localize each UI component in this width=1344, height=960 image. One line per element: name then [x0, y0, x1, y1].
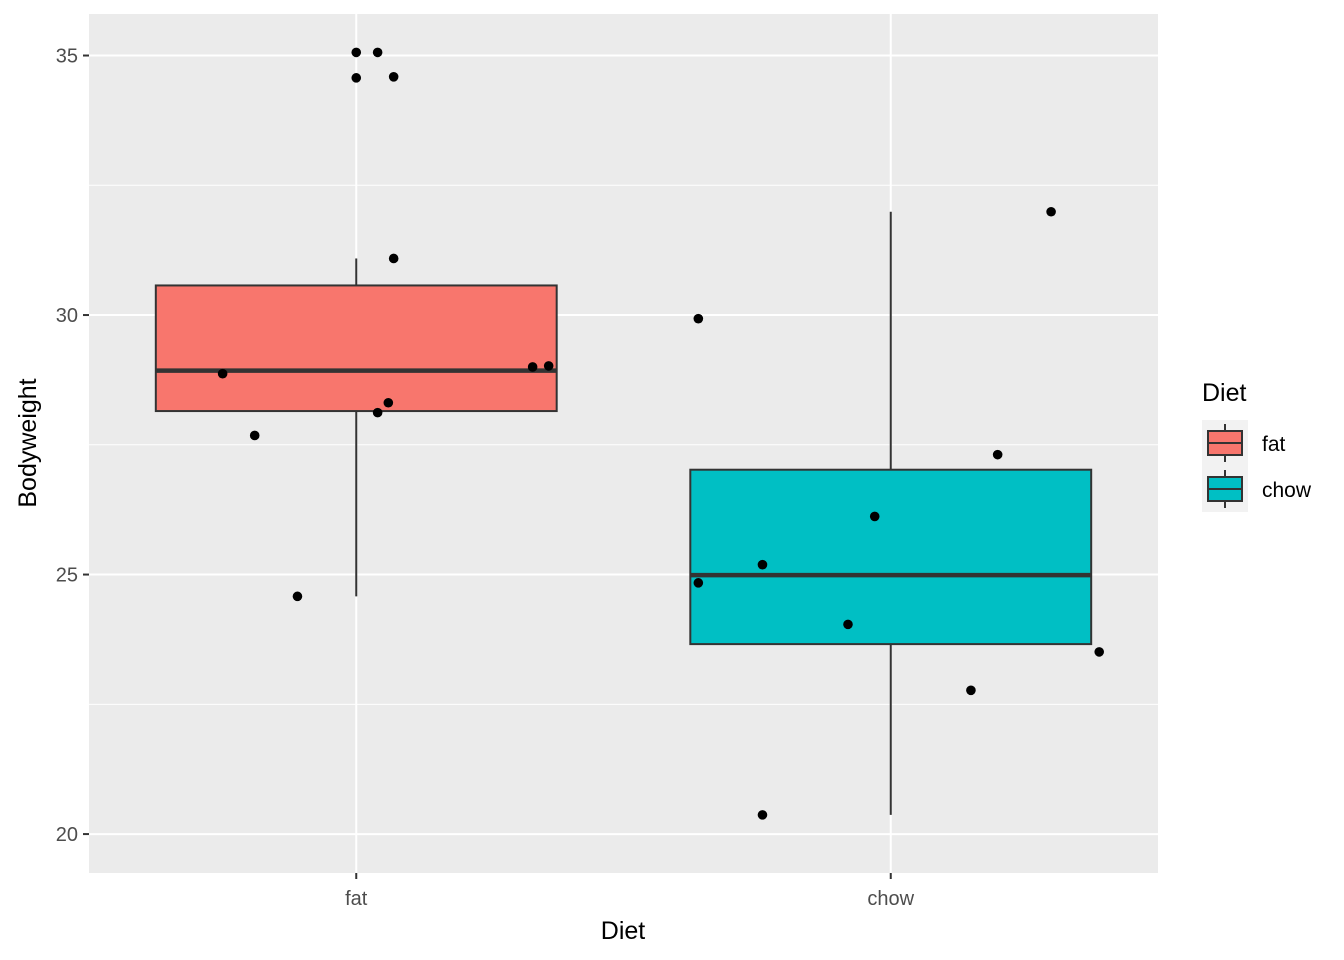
data-point [372, 407, 383, 418]
y-tick-label: 35 [56, 46, 78, 68]
data-point [249, 430, 260, 441]
data-point [1094, 647, 1105, 657]
y-tick-label: 30 [56, 305, 78, 327]
box-fat [154, 284, 558, 413]
data-point [693, 578, 704, 588]
data-point [543, 361, 554, 371]
data-point [383, 397, 394, 408]
data-point [992, 449, 1003, 460]
y-axis-title: Bodyweight [14, 378, 42, 507]
data-point [869, 511, 880, 522]
y-tick-label: 20 [56, 824, 78, 846]
data-point [217, 368, 228, 379]
y-tick-label: 25 [56, 565, 78, 587]
points [217, 47, 1105, 820]
data-point [351, 73, 362, 83]
box-chow [689, 468, 1093, 646]
panel-background [89, 14, 1158, 873]
legend-title: Diet [1202, 379, 1247, 407]
data-point [372, 47, 383, 58]
x-tick-label: chow [867, 888, 914, 910]
data-point [693, 313, 704, 324]
boxes [154, 211, 1093, 815]
data-point [527, 362, 538, 372]
data-point [1046, 206, 1056, 217]
legend-label: chow [1262, 479, 1312, 502]
data-point [843, 619, 853, 630]
legend: Diet fat chow [1202, 379, 1312, 512]
data-point [388, 253, 399, 264]
data-point [966, 685, 976, 696]
data-point [388, 72, 399, 82]
data-point [757, 810, 768, 820]
data-point [351, 47, 362, 58]
legend-label: fat [1262, 433, 1286, 456]
x-axis-title: Diet [601, 917, 646, 945]
data-point [292, 591, 303, 602]
x-axis: fat chow [345, 873, 915, 910]
x-tick-label: fat [345, 888, 368, 910]
y-axis: 20 25 30 35 [56, 46, 89, 846]
data-point [757, 559, 768, 570]
